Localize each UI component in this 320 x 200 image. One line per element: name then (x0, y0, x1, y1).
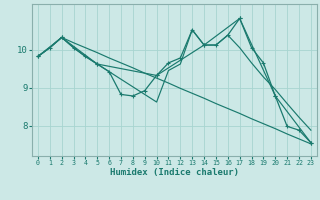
X-axis label: Humidex (Indice chaleur): Humidex (Indice chaleur) (110, 168, 239, 177)
